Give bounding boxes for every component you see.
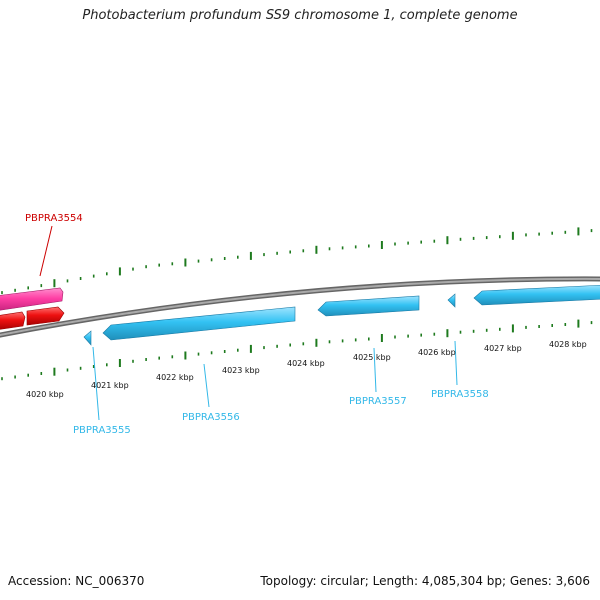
scale-label-4022: 4022 kbp <box>156 373 194 382</box>
gene-label-PBPRA3557: PBPRA3557 <box>349 396 407 407</box>
map-title: Photobacterium profundum SS9 chromosome … <box>82 8 518 23</box>
label-line-PBPRA3554 <box>39 225 53 277</box>
label-line-PBPRA3558 <box>454 340 458 386</box>
gene-reverse-5[interactable] <box>473 284 600 306</box>
scale-label-4021: 4021 kbp <box>91 381 129 390</box>
gene-label-PBPRA3554: PBPRA3554 <box>25 213 83 224</box>
scale-label-4025: 4025 kbp <box>353 353 391 362</box>
scale-label-4024: 4024 kbp <box>287 359 325 368</box>
label-line-PBPRA3556 <box>203 363 210 408</box>
scale-label-4027: 4027 kbp <box>484 344 522 353</box>
gene-label-PBPRA3555: PBPRA3555 <box>73 425 131 436</box>
genome-stats-text: Topology: circular; Length: 4,085,304 bp… <box>260 574 590 588</box>
accession-text: Accession: NC_006370 <box>8 574 145 588</box>
inner-tick-row <box>1 319 593 381</box>
gene-label-PBPRA3558: PBPRA3558 <box>431 389 489 400</box>
gene-forward-red-2[interactable] <box>26 306 65 326</box>
chromosome-backbone <box>0 276 600 338</box>
scale-label-4026: 4026 kbp <box>418 348 456 357</box>
gene-PBPRA3556[interactable] <box>102 306 296 341</box>
outer-tick-row <box>1 227 593 295</box>
gene-PBPRA3555[interactable] <box>83 330 92 346</box>
label-line-PBPRA3555 <box>92 346 100 421</box>
scale-label-4020: 4020 kbp <box>26 390 64 399</box>
gene-label-PBPRA3556: PBPRA3556 <box>182 412 240 423</box>
gene-forward-red-1[interactable] <box>0 311 26 330</box>
scale-label-4028: 4028 kbp <box>549 340 587 349</box>
gene-PBPRA3554[interactable] <box>0 287 64 311</box>
label-line-PBPRA3557 <box>373 347 377 393</box>
gene-PBPRA3558[interactable] <box>447 293 456 308</box>
gene-PBPRA3557[interactable] <box>317 295 420 317</box>
scale-label-4023: 4023 kbp <box>222 366 260 375</box>
